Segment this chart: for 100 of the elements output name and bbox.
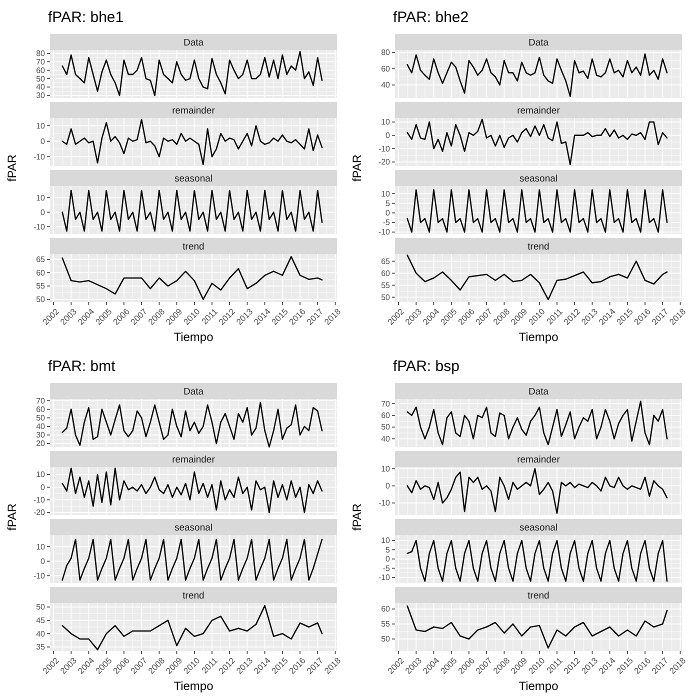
y-tick-label: -10 [378, 573, 391, 582]
chart-title: fPAR: bhe1 [48, 9, 124, 26]
y-tick-label: 40 [36, 629, 46, 638]
y-tick-label: 45 [36, 616, 46, 625]
chart-subtitle: remainder [172, 454, 215, 466]
chart-title: fPAR: bmt [48, 358, 116, 375]
chart-title: fPAR: bhe2 [393, 9, 469, 26]
line-series [62, 256, 323, 300]
y-axis-title: fPAR [350, 503, 364, 531]
y-tick-label: 10 [381, 536, 391, 546]
y-tick-label: 50 [381, 292, 391, 302]
y-tick-label: -10 [33, 571, 46, 580]
y-tick-label: 0 [40, 482, 46, 492]
y-tick-label: 60 [381, 411, 391, 420]
y-tick-label: 0 [386, 554, 391, 564]
y-tick-label: 5 [386, 545, 391, 554]
y-tick-label: 60 [36, 268, 46, 278]
line-series [62, 51, 323, 96]
chart-subtitle: remainder [517, 106, 560, 116]
line-series [406, 118, 668, 166]
chart-subtitle: Data [528, 386, 550, 398]
y-tick-label: 60 [381, 64, 391, 74]
chart-subtitle: Data [183, 38, 204, 48]
y-axis-title: fPAR [5, 154, 19, 182]
line-series [62, 605, 323, 650]
line-series [62, 402, 323, 448]
y-tick-label: 35 [36, 642, 46, 652]
y-tick-label: 50 [36, 294, 46, 304]
line-series [62, 468, 323, 514]
y-tick-label: -10 [378, 228, 391, 237]
line-series [406, 605, 668, 649]
y-tick-label: 55 [36, 282, 46, 291]
y-tick-label: -10 [33, 495, 46, 504]
y-tick-label: 10 [36, 470, 46, 480]
y-tick-label: 70 [381, 399, 391, 408]
y-tick-label: 0 [40, 208, 46, 217]
chart-subtitle: remainder [172, 106, 215, 116]
y-tick-label: 60 [381, 268, 391, 278]
y-tick-label: 40 [381, 80, 391, 90]
y-tick-label: 30 [36, 91, 46, 100]
chart-subtitle: seasonal [519, 174, 558, 184]
y-tick-label: 0 [40, 556, 46, 566]
line-series [406, 468, 668, 514]
y-tick-label: 10 [381, 189, 391, 198]
line-series [62, 118, 323, 166]
line-series [406, 254, 668, 300]
y-tick-label: 50 [36, 74, 46, 84]
x-axis-title: Tiempo [518, 330, 559, 344]
chart-title: fPAR: bsp [393, 358, 460, 375]
line-series [406, 400, 668, 446]
chart-subtitle: trend [182, 242, 204, 252]
y-tick-label: 50 [36, 413, 46, 422]
line-series [62, 190, 323, 232]
line-series [406, 53, 668, 98]
y-axis-title: fPAR [350, 154, 364, 182]
y-tick-label: 60 [381, 604, 391, 614]
line-series [406, 540, 668, 582]
y-tick-label: 50 [36, 602, 46, 612]
y-tick-label: -5 [382, 218, 391, 228]
y-tick-label: 10 [381, 118, 391, 127]
x-axis-title: Tiempo [174, 330, 214, 344]
y-tick-label: -5 [382, 564, 391, 573]
y-tick-label: 10 [36, 193, 46, 202]
y-tick-label: 55 [381, 620, 391, 629]
chart-subtitle: Data [528, 38, 550, 48]
y-tick-label: 0 [386, 481, 391, 490]
x-axis-title: Tiempo [174, 679, 214, 693]
chart-subtitle: trend [528, 242, 550, 252]
chart-subtitle: seasonal [519, 522, 558, 534]
y-tick-label: 40 [381, 434, 391, 444]
y-tick-label: 0 [40, 136, 46, 146]
y-tick-label: -10 [33, 222, 46, 232]
y-tick-label: 40 [36, 82, 46, 92]
chart-subtitle: seasonal [174, 174, 213, 184]
y-tick-label: 65 [36, 254, 46, 264]
y-tick-label: 30 [36, 430, 46, 440]
y-tick-label: 60 [36, 66, 46, 75]
y-tick-label: -20 [33, 508, 46, 518]
line-series [406, 189, 668, 233]
y-tick-label: 80 [36, 49, 46, 58]
y-tick-label: 10 [381, 464, 391, 474]
y-tick-label: 20 [36, 439, 46, 448]
y-tick-label: -10 [378, 498, 391, 508]
y-tick-label: 0 [386, 130, 391, 140]
y-tick-label: 60 [36, 404, 46, 414]
y-tick-label: 50 [381, 422, 391, 432]
y-tick-label: 40 [36, 422, 46, 432]
y-tick-label: 70 [36, 396, 46, 406]
y-tick-label: -10 [33, 152, 46, 162]
y-tick-label: 50 [381, 634, 391, 644]
x-axis-title: Tiempo [518, 679, 559, 693]
y-tick-label: -20 [378, 158, 391, 167]
y-tick-label: 70 [36, 57, 46, 66]
chart-subtitle: seasonal [174, 522, 213, 534]
y-tick-label: 55 [381, 280, 391, 290]
chart-subtitle: trend [182, 590, 204, 602]
chart-subtitle: trend [528, 590, 550, 602]
y-axis-title: fPAR [5, 503, 19, 531]
y-tick-label: -10 [378, 144, 391, 154]
y-tick-label: 0 [386, 208, 391, 218]
